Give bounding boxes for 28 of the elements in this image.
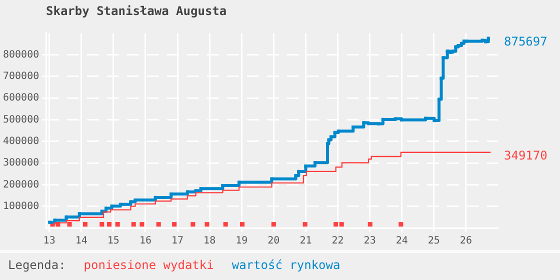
y-tick-label: 800000 (3, 49, 40, 60)
x-tick-label: 20 (268, 236, 280, 247)
legend-title: Legenda: (8, 258, 66, 272)
x-tick-label: 14 (75, 236, 88, 247)
y-tick-label: 300000 (3, 158, 40, 169)
x-tick-label: 24 (396, 236, 408, 247)
x-tick-label: 23 (364, 236, 376, 247)
text: poniesione wydatki (84, 258, 214, 272)
x-tick-label: 22 (332, 236, 344, 247)
x-tick-label: 18 (204, 236, 216, 247)
x-tick-label: 13 (43, 236, 56, 247)
x-tick-label: 21 (300, 236, 312, 247)
x-tick-label: 17 (171, 236, 184, 247)
y-tick-label: 400000 (3, 136, 40, 147)
x-tick-label: 16 (139, 236, 152, 247)
y-tick-label: 500000 (3, 114, 40, 126)
x-tick-label: 19 (236, 236, 248, 247)
chart-title: Skarby Stanisława Augusta (45, 3, 228, 20)
x-tick-label: 26 (460, 236, 472, 247)
y-tick-label: 600000 (3, 92, 40, 104)
y-tick-label: 200000 (3, 179, 40, 190)
x-tick-label: 15 (107, 236, 120, 247)
data-label: 875697 (504, 34, 548, 48)
data-label: 349170 (504, 148, 548, 162)
text: wartość rynkowa (232, 258, 340, 272)
x-tick-label: 25 (428, 236, 440, 247)
y-tick-label: 100000 (3, 200, 40, 212)
y-tick-label: 700000 (3, 70, 40, 82)
